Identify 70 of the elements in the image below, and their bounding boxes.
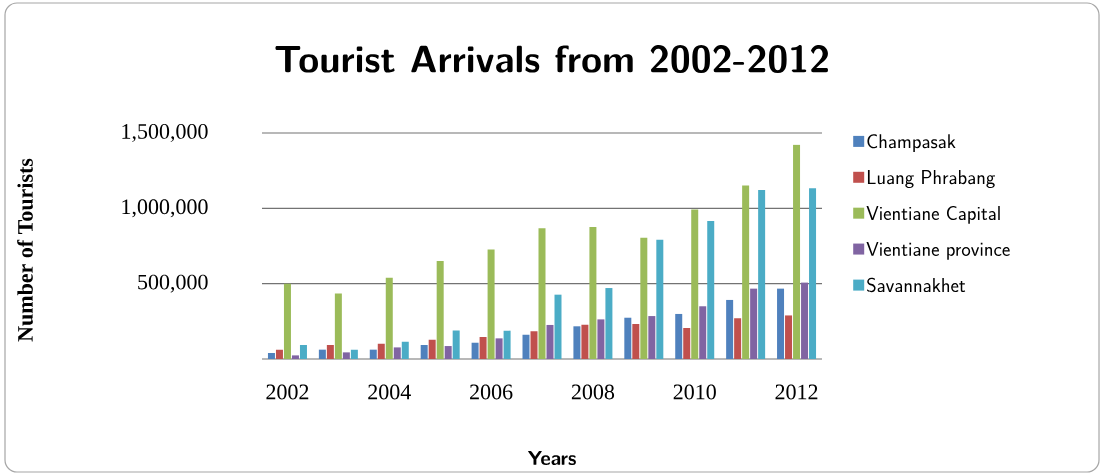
bar — [809, 188, 817, 359]
legend-label: Vientiane province — [866, 241, 1010, 260]
bar — [632, 324, 640, 359]
bar — [428, 339, 436, 359]
bar — [726, 299, 734, 359]
bar — [401, 341, 409, 359]
bar — [487, 249, 495, 359]
x-tick-label: 2006 — [470, 384, 513, 400]
bar — [734, 318, 742, 359]
x-tick-label: 2010 — [673, 384, 716, 400]
bar — [656, 239, 664, 359]
bar — [538, 228, 546, 359]
bar — [793, 144, 801, 359]
x-tick-label: 2004 — [368, 384, 411, 400]
bar — [801, 282, 809, 359]
bar — [471, 342, 479, 359]
bar — [777, 288, 785, 359]
bar — [299, 344, 307, 359]
x-tick-label: 2008 — [571, 384, 615, 400]
legend-label: Savannakhet — [867, 277, 966, 293]
x-tick-label: 2012 — [775, 384, 818, 400]
bar — [742, 185, 750, 359]
bar — [648, 316, 656, 359]
bar — [318, 349, 326, 359]
bar — [283, 283, 291, 359]
bar — [640, 237, 648, 359]
bar — [334, 293, 342, 359]
bar — [495, 338, 503, 359]
bar — [479, 337, 487, 359]
bar — [624, 317, 632, 359]
legend-label: Champasak — [867, 134, 956, 152]
bar — [581, 324, 589, 359]
bar — [369, 349, 377, 359]
bar — [275, 349, 283, 359]
y-axis-title: Number of Tourists — [17, 158, 33, 342]
bar — [758, 190, 766, 359]
bar — [707, 220, 715, 359]
bar — [554, 294, 562, 359]
bar — [750, 288, 758, 359]
bar — [342, 352, 350, 359]
y-tick-label: 1,500,000 — [122, 123, 208, 143]
bar — [436, 261, 444, 359]
legend-label: Vientiane Capital — [866, 205, 1000, 224]
bar — [683, 327, 691, 359]
bar — [393, 347, 401, 359]
y-tick-label: 1,000,000 — [122, 199, 208, 218]
bar — [267, 352, 275, 359]
bar — [589, 227, 597, 359]
bar — [377, 343, 385, 359]
bar — [420, 344, 428, 359]
bar — [785, 315, 793, 359]
bar — [675, 313, 683, 359]
legend-label: Luang Phrabang — [867, 170, 995, 189]
bar — [452, 330, 460, 359]
bar — [350, 349, 358, 359]
y-tick-label: 500,000 — [138, 274, 208, 293]
bar — [326, 344, 334, 359]
x-axis-title: Years — [528, 450, 576, 466]
bar — [291, 355, 299, 359]
bar — [699, 306, 707, 359]
chart-title: Tourist Arrivals from 2002-2012 — [275, 44, 828, 74]
bar — [530, 331, 538, 359]
bar — [444, 346, 452, 359]
bar — [573, 326, 581, 359]
bar — [691, 209, 699, 359]
bar — [385, 277, 393, 359]
x-tick-label: 2002 — [266, 384, 309, 400]
bar — [597, 319, 605, 359]
bar — [503, 330, 511, 359]
bar — [605, 288, 613, 359]
